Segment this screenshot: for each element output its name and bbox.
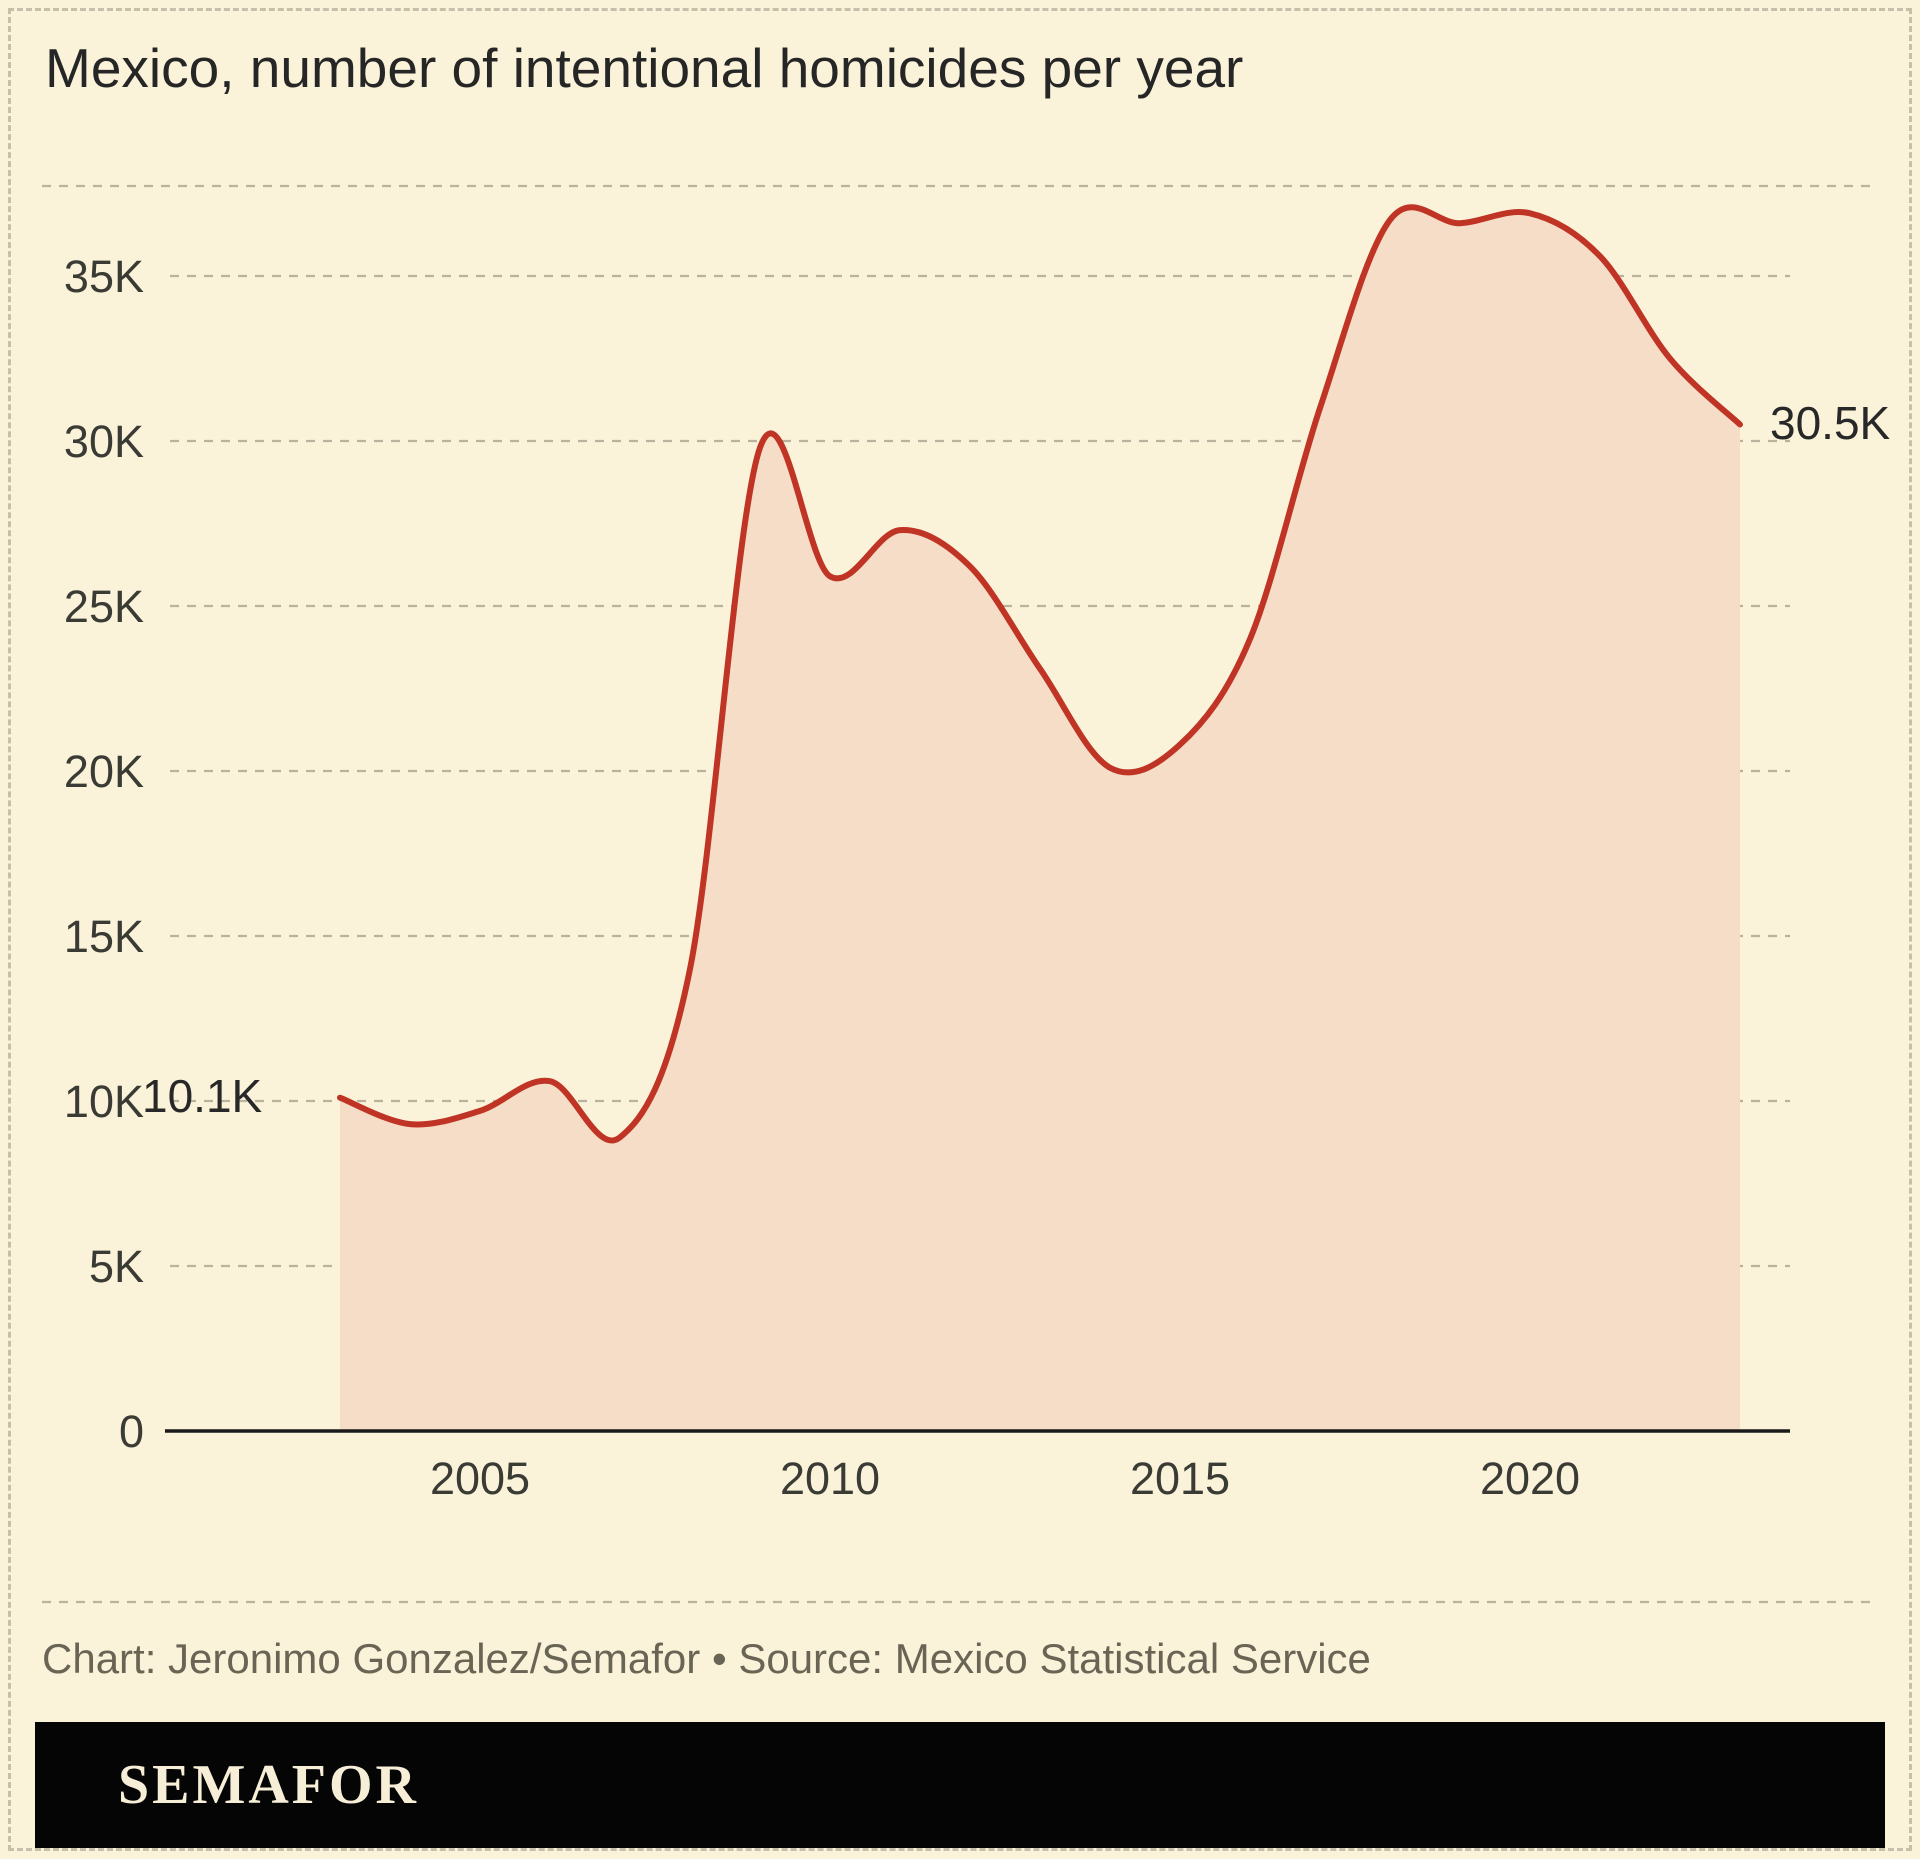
y-tick-label: 20K [64, 746, 144, 797]
line-path [337, 204, 1743, 1144]
y-tick-label: 35K [64, 251, 144, 302]
y-tick-label: 10K [64, 1076, 144, 1127]
footer-bar: SEMAFOR [35, 1722, 1885, 1848]
area-fill [340, 207, 1740, 1431]
y-tick-label: 5K [89, 1241, 144, 1292]
x-tick-label: 2015 [1130, 1453, 1230, 1504]
y-tick-label: 15K [64, 911, 144, 962]
chart-title: Mexico, number of intentional homicides … [45, 37, 1244, 99]
y-tick-label: 0 [119, 1406, 144, 1457]
y-tick-label: 30K [64, 416, 144, 467]
x-tick-label: 2020 [1480, 1453, 1580, 1504]
y-tick-label: 25K [64, 581, 144, 632]
semafor-logo: SEMAFOR [118, 1754, 419, 1816]
start-value-label: 10.1K [142, 1069, 263, 1122]
x-tick-label: 2005 [430, 1453, 530, 1504]
caption: Chart: Jeronimo Gonzalez/Semafor • Sourc… [42, 1635, 1371, 1682]
x-tick-label: 2010 [780, 1453, 880, 1504]
end-value-label: 30.5K [1770, 396, 1891, 449]
